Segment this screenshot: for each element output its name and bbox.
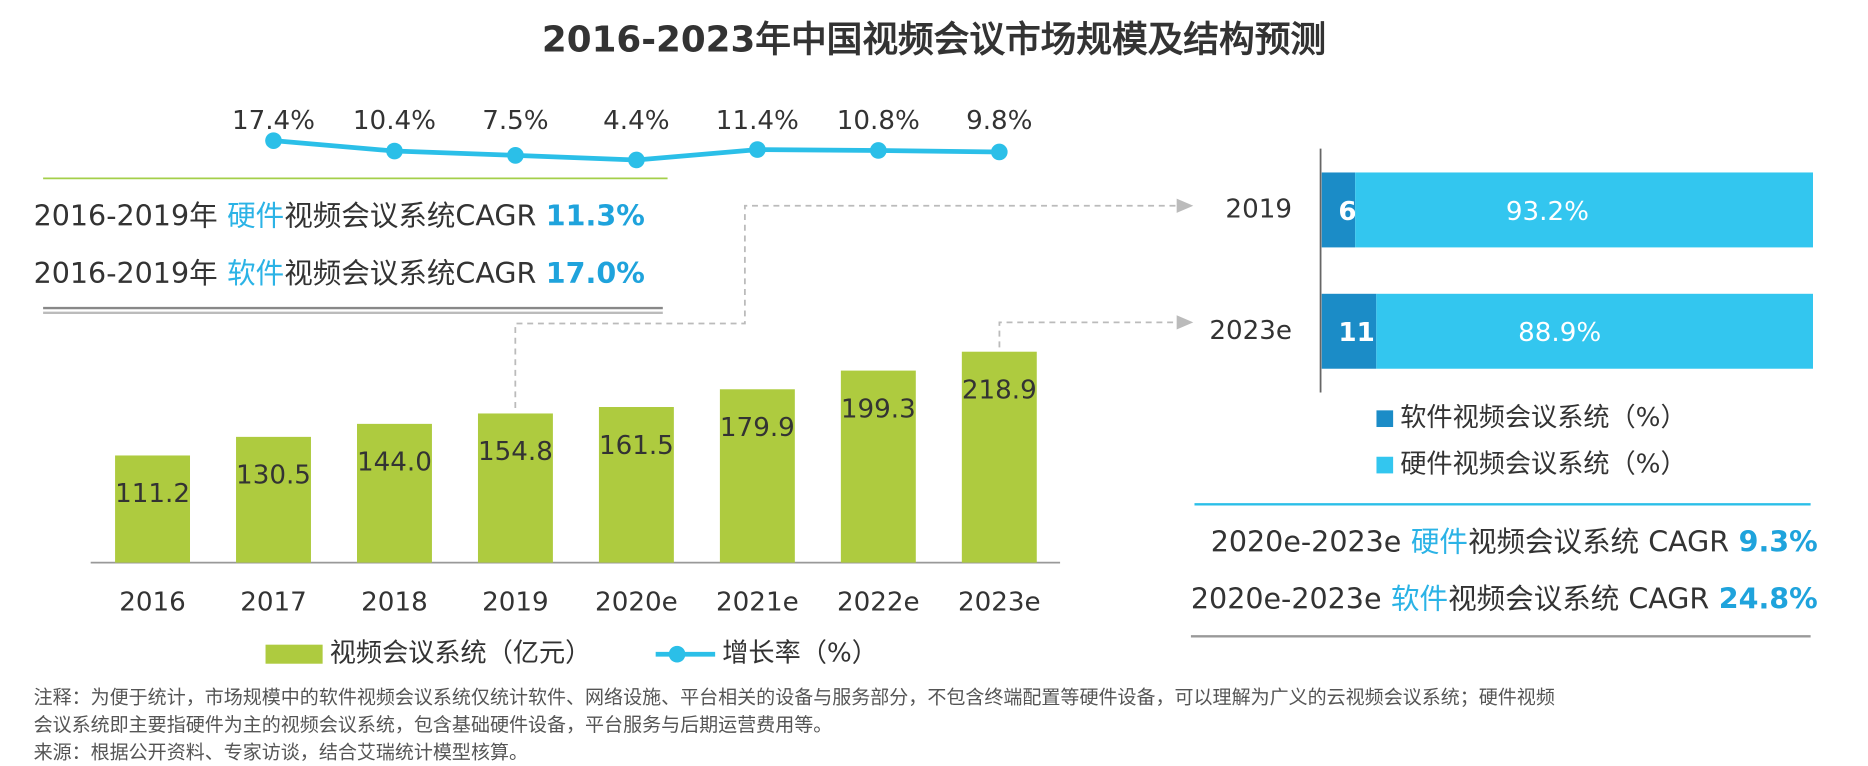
legend-label: 硬件视频会议系统（%）: [1400, 450, 1686, 480]
growth-point: [990, 143, 1008, 161]
growth-point: [628, 151, 645, 169]
bar-value-label: 179.9: [720, 413, 795, 443]
arrow-head: [1176, 198, 1194, 213]
bar: [236, 436, 311, 563]
cagr-segment: 软件: [1391, 583, 1448, 616]
growth-label: 4.4%: [603, 106, 669, 136]
bar: [477, 413, 553, 563]
cagr-value: 24.8%: [1719, 583, 1818, 616]
growth-point: [265, 132, 282, 149]
x-tick-label: 2020e: [595, 588, 678, 618]
connector-line: [998, 321, 1180, 348]
x-tick-label: 2022e: [837, 588, 920, 618]
bar-value-label: 199.3: [841, 394, 916, 424]
cagr-text: 2020e-2023e 硬件视频会议系统 CAGR 9.3%: [1211, 526, 1818, 559]
x-tick-label: 2023e: [958, 588, 1041, 618]
x-tick-label: 2017: [240, 588, 307, 618]
cagr-period: 2016-2019年: [34, 257, 218, 290]
bar: [357, 423, 432, 563]
growth-label: 11.4%: [716, 106, 799, 136]
legend-swatch: [1376, 410, 1394, 428]
growth-label: 10.4%: [353, 106, 436, 136]
growth-point: [507, 147, 524, 164]
legend-label: 增长率（%）: [722, 639, 878, 669]
bar: [840, 370, 916, 563]
chart-title: 2016-2023年中国视频会议市场规模及结构预测: [542, 20, 1326, 61]
growth-label: 17.4%: [232, 106, 315, 136]
bar-value-label: 130.5: [236, 461, 311, 491]
cagr-segment: 硬件: [227, 200, 284, 233]
cagr-label: 视频会议系统 CAGR: [1448, 583, 1709, 616]
growth-point: [386, 142, 403, 160]
connector-line: [514, 204, 1180, 408]
connector: [514, 204, 1180, 408]
bar-value-label: 111.2: [115, 479, 190, 509]
cagr-text: 2020e-2023e 软件视频会议系统 CAGR 24.8%: [1191, 583, 1818, 616]
growth-point: [870, 142, 887, 159]
note: 注释：为便于统计，市场规模中的软件视频会议系统仅统计软件、网络设施、平台相关的设…: [34, 687, 1555, 709]
bar-segment: [1321, 172, 1356, 248]
bar: [115, 455, 191, 563]
y-tick-label: 2019: [1225, 194, 1292, 224]
y-tick-label: 2023e: [1209, 316, 1292, 346]
segment-label: 93.2%: [1506, 197, 1589, 227]
bar-segment: [1376, 293, 1813, 369]
cagr-period: 2020e-2023e: [1211, 526, 1402, 559]
cagr-segment: 硬件: [1411, 526, 1468, 559]
growth-label: 7.5%: [482, 106, 548, 136]
bar-value-label: 218.9: [962, 375, 1037, 405]
legend-swatch: [265, 644, 323, 664]
bar-segment: [1355, 172, 1813, 248]
cagr-label: 视频会议系统 CAGR: [1468, 526, 1729, 559]
cagr-period: 2020e-2023e: [1191, 583, 1382, 616]
cagr-text: 2016-2019年 软件视频会议系统CAGR 17.0%: [34, 257, 645, 290]
cagr-period: 2016-2019年: [34, 200, 218, 233]
cagr-segment: 软件: [227, 257, 284, 290]
note: 来源：根据公开资料、专家访谈，结合艾瑞统计模型核算。: [34, 741, 528, 763]
cagr-text: 2016-2019年 硬件视频会议系统CAGR 11.3%: [34, 200, 645, 233]
cagr-value: 9.3%: [1739, 526, 1818, 559]
bar-value-label: 144.0: [357, 448, 432, 478]
bar-value-label: 154.8: [478, 437, 553, 467]
bar-value-label: 161.5: [599, 431, 674, 461]
bar: [719, 389, 795, 563]
growth-label: 10.8%: [837, 106, 920, 136]
cagr-label: 视频会议系统CAGR: [284, 200, 536, 233]
cagr-value: 11.3%: [546, 200, 645, 233]
legend-swatch: [668, 645, 686, 663]
segment-label: 88.9%: [1518, 318, 1601, 348]
growth-point: [749, 141, 766, 158]
bar: [598, 407, 674, 563]
growth-label: 9.8%: [966, 106, 1032, 136]
bar-segment: [1321, 293, 1377, 369]
arrow-head: [1176, 315, 1194, 330]
cagr-label: 视频会议系统CAGR: [284, 257, 536, 290]
legend-swatch: [1376, 456, 1394, 474]
x-tick-label: 2016: [119, 588, 186, 618]
cagr-value: 17.0%: [546, 257, 645, 290]
x-tick-label: 2018: [361, 588, 428, 618]
bar: [961, 351, 1037, 563]
x-tick-label: 2021e: [716, 588, 799, 618]
legend-label: 视频会议系统（亿元）: [330, 639, 592, 669]
note: 会议系统即主要指硬件为主的视频会议系统，包含基础硬件设备，平台服务与后期运营费用…: [34, 714, 833, 736]
x-tick-label: 2019: [482, 588, 549, 618]
legend-label: 软件视频会议系统（%）: [1400, 403, 1686, 433]
